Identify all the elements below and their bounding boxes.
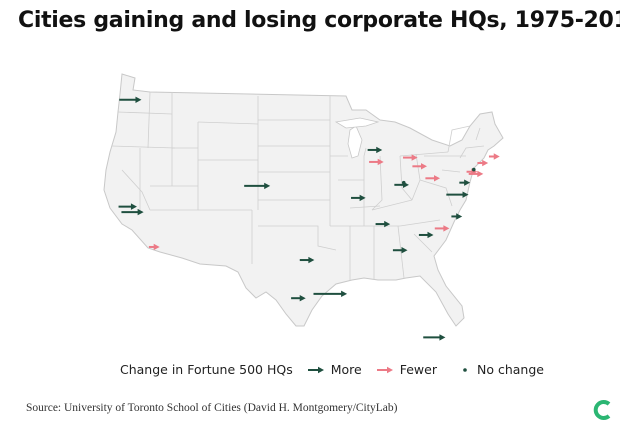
fewer-arrow [477,159,489,167]
more-arrow-head [135,96,142,104]
more-arrow-head [439,334,446,341]
more-arrow-head [456,213,463,220]
source-note: Source: University of Toronto School of … [26,402,398,414]
more-arrow [451,213,463,220]
more-arrow-head [384,220,391,228]
us-map [103,73,504,341]
more-arrow [121,208,144,216]
no-change-dot [401,180,406,185]
more-arrow-head [359,194,366,202]
fewer-arrow-head [411,154,418,161]
lake-superior [334,117,380,129]
citylab-logo-icon[interactable] [592,399,614,421]
more-arrow-head [462,191,469,198]
more-arrow [459,179,471,186]
legend-item-more: More [307,362,362,377]
fewer-arrow [412,163,428,170]
us-land [103,73,504,327]
more-arrow [446,191,469,198]
legend-label-no-change: No change [476,362,544,377]
more-arrow [118,203,137,210]
fewer-arrow-head [421,163,428,170]
more-arrow [313,290,348,298]
hq-markers [118,96,500,341]
more-arrow-head [427,231,434,239]
fewer-arrow [488,153,500,160]
fewer-arrow [148,243,160,251]
more-arrow [418,231,434,239]
fewer-arrow-head [477,170,484,178]
fewer-arrow-head [443,225,450,232]
fewer-arrow [403,154,418,161]
more-arrow [351,194,366,202]
fewer-arrow [434,225,450,232]
more-arrow [423,334,446,341]
more-arrow-head [401,247,408,254]
legend: Change in Fortune 500 HQs More Fewer No … [120,362,544,377]
right-arrow-icon [307,366,324,373]
legend-label-more: More [330,362,362,377]
fewer-arrow [369,158,384,166]
legend-title: Change in Fortune 500 HQs [120,362,293,377]
fewer-arrow-head [153,243,160,251]
more-arrow [119,96,142,104]
more-arrow-head [464,179,471,186]
legend-item-no-change: No change [461,362,544,377]
more-arrow-head [376,146,383,154]
dot-icon [463,367,467,372]
fewer-arrow-head [493,153,500,160]
more-arrow [291,294,306,302]
right-arrow-icon [376,366,393,373]
more-arrow [392,247,408,254]
state-borders [111,91,485,280]
no-change-dot [471,167,476,172]
more-arrow [367,146,383,154]
legend-item-fewer: Fewer [376,362,437,377]
more-arrow-head [341,290,348,298]
legend-label-fewer: Fewer [399,362,437,377]
more-arrow-head [299,294,306,302]
more-arrow-head [130,203,137,210]
map-title: Cities gaining and losing corporate HQs,… [18,8,620,33]
fewer-arrow-head [377,158,384,166]
more-arrow-head [308,256,315,264]
fewer-arrow-head [434,175,441,182]
more-arrow [299,256,315,264]
more-arrow-head [137,208,144,216]
more-arrow [375,220,391,228]
more-arrow [244,182,271,190]
fewer-arrow [425,175,441,182]
more-arrow-head [264,182,271,190]
fewer-arrow-head [482,159,489,167]
fewer-arrow [468,170,484,178]
